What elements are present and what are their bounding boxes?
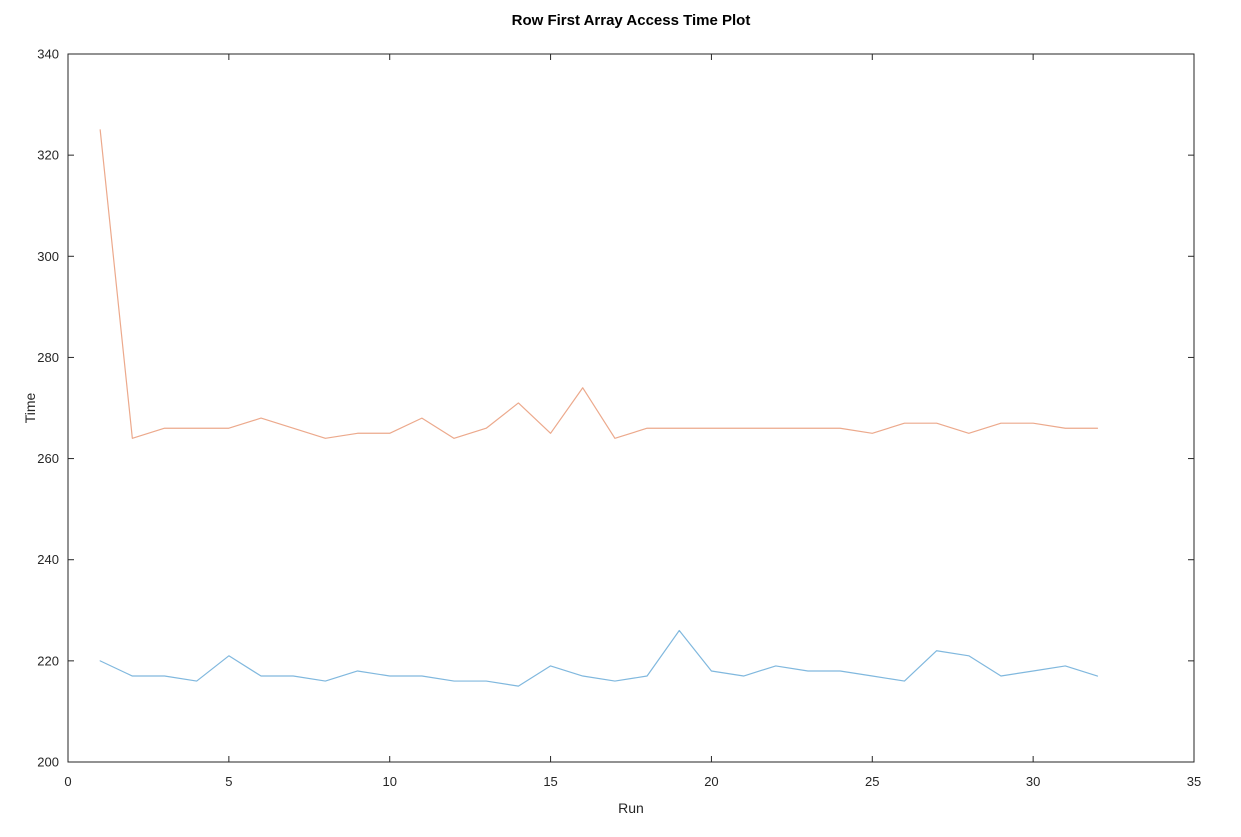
x-tick-label: 0 [64, 774, 71, 789]
x-tick-label: 30 [1026, 774, 1040, 789]
y-tick-label: 260 [37, 451, 59, 466]
y-tick-label: 240 [37, 552, 59, 567]
y-tick-label: 200 [37, 755, 59, 770]
chart-title: Row First Array Access Time Plot [511, 12, 751, 29]
series-upper-orange-line [99, 129, 1099, 439]
y-axis-label: Time [22, 392, 38, 424]
y-tick-label: 280 [37, 350, 59, 365]
x-tick-label: 35 [1187, 774, 1201, 789]
x-tick-label: 15 [543, 774, 557, 789]
x-tick-label: 20 [704, 774, 718, 789]
series-lower-blue-line [99, 629, 1099, 687]
x-tick-label: 10 [382, 774, 396, 789]
y-tick-label: 340 [37, 47, 59, 62]
y-tick-label: 320 [37, 148, 59, 163]
x-axis-label: Run [618, 800, 644, 816]
plot-frame [67, 53, 1195, 763]
x-tick-label: 25 [865, 774, 879, 789]
x-tick-label: 5 [225, 774, 232, 789]
y-tick-label: 220 [37, 653, 59, 668]
y-tick-label: 300 [37, 249, 59, 264]
